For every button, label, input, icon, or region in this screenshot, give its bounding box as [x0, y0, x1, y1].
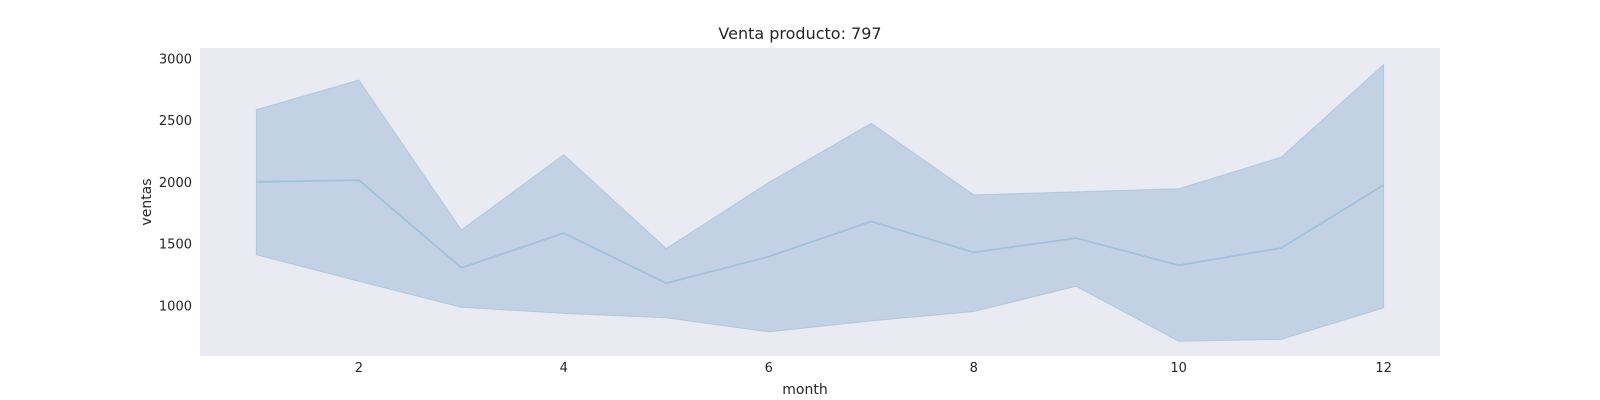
- x-tick-label: 4: [560, 361, 568, 376]
- x-tick-label: 2: [355, 361, 363, 376]
- x-tick-label: 8: [970, 361, 978, 376]
- x-tick-label: 10: [1170, 361, 1187, 376]
- x-axis-label: month: [782, 382, 827, 398]
- y-tick-label: 1500: [159, 238, 192, 253]
- series-line: [256, 179, 1385, 285]
- chart-title: Venta producto: 797: [718, 24, 881, 43]
- y-axis-label: ventas: [139, 178, 155, 225]
- x-tick-label: 12: [1375, 361, 1392, 376]
- x-axis-ticks: 2 4 6 8 10 12: [355, 361, 1392, 376]
- y-tick-label: 2500: [159, 114, 192, 129]
- y-tick-label: 1000: [159, 299, 192, 314]
- y-axis-ticks: 1000 1500 2000 2500 3000: [159, 52, 192, 314]
- x-tick-label: 6: [765, 361, 773, 376]
- confidence-band: [255, 63, 1385, 342]
- y-tick-label: 2000: [159, 176, 192, 191]
- y-tick-label: 3000: [159, 52, 192, 67]
